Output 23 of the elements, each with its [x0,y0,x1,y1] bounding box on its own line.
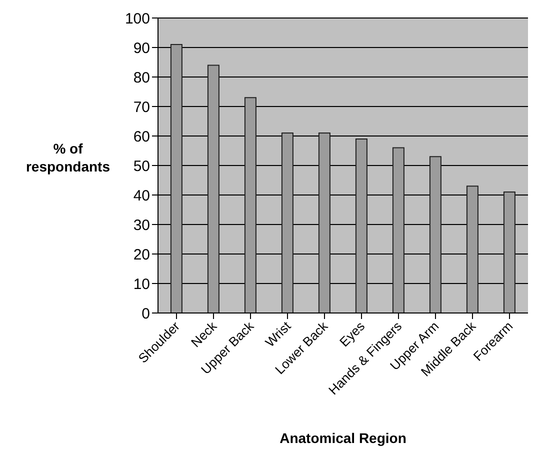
y-tick-label: 10 [133,276,150,293]
y-tick-label: 60 [133,128,150,146]
y-tick-label: 30 [133,216,150,234]
y-tick-label: 20 [133,246,150,264]
bar [318,132,330,313]
y-tick-label: 50 [133,158,150,175]
y-tick-label: 100 [124,10,150,28]
bar [503,192,516,313]
y-tick-label: 80 [133,69,150,86]
bar [170,44,182,313]
bar [355,138,368,313]
bar [429,156,442,313]
y-tick-label: 90 [133,40,150,57]
y-tick-label: 70 [133,98,150,116]
bar [244,97,256,313]
bar [207,64,220,313]
bar [466,186,478,313]
bar [392,147,404,313]
y-axis-title: % of respondants [26,140,110,174]
y-tick-label: 0 [142,305,150,322]
x-axis-title: Anatomical Region [280,430,406,446]
y-tick-label: 40 [133,187,150,204]
bar [281,132,294,313]
